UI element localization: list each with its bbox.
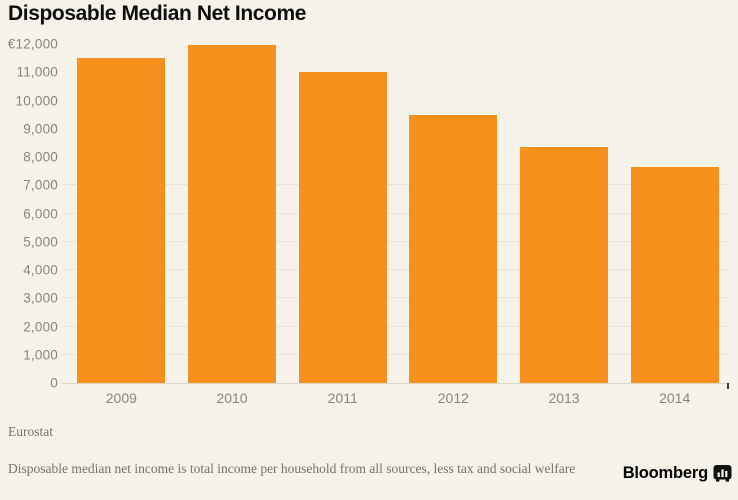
x-tick-label: 2012: [437, 390, 469, 406]
x-tick-label: 2009: [105, 390, 137, 406]
source-label: Eurostat: [8, 424, 53, 439]
y-tick-label: 0: [50, 375, 58, 391]
gridlines-layer: [62, 44, 730, 383]
gridline: [62, 353, 730, 355]
y-tick-label: 4,000: [23, 262, 58, 278]
bar-2009: [77, 58, 166, 383]
bloomberg-logo: Bloomberg: [623, 464, 732, 483]
y-tick-label: 5,000: [23, 234, 58, 250]
y-tick-label: 2,000: [23, 319, 58, 334]
axis-end-tick: [727, 383, 729, 389]
bar-2014: [630, 166, 719, 383]
bars-layer: [66, 44, 730, 383]
bar-slot: [177, 44, 288, 383]
bar-2011: [298, 72, 387, 383]
gridline: [62, 269, 730, 270]
y-tick-label: 7,000: [23, 177, 58, 193]
gridline: [62, 297, 730, 299]
x-axis-labels: 2009 2010 2011 2012 2013 2014: [66, 390, 730, 406]
bar-2010: [188, 45, 276, 383]
y-tick-label: 11,000: [16, 64, 58, 80]
bar-slot: [398, 44, 509, 383]
chart-title: Disposable Median Net Income: [8, 2, 307, 25]
y-tick-label: 1,000: [23, 347, 58, 363]
gridline: [62, 325, 730, 327]
x-tick-label: 2010: [216, 390, 248, 406]
y-tick-label: 6,000: [23, 206, 58, 221]
x-axis-line: [62, 383, 730, 384]
footnote: Disposable median net income is total in…: [8, 461, 576, 476]
bar-2013: [520, 147, 609, 383]
gridline: [62, 212, 730, 214]
y-tick-label: €12,000: [7, 36, 58, 52]
bar-2012: [409, 114, 498, 383]
bar-slot: [509, 44, 620, 383]
gridline: [62, 240, 730, 242]
x-tick-label: 2014: [659, 390, 691, 406]
y-axis-labels: €12,000 11,000 10,000 9,000 8,000 7,000 6,000 5…: [0, 37, 58, 391]
bloomberg-terminal-icon: [713, 465, 732, 482]
x-tick-label: 2013: [548, 390, 580, 406]
plot-area: [62, 44, 730, 383]
y-tick-label: 9,000: [23, 121, 58, 137]
x-tick-label: 2011: [327, 390, 358, 406]
gridline: [62, 184, 730, 186]
y-tick-label: 8,000: [23, 149, 58, 165]
bloomberg-wordmark: Bloomberg: [622, 464, 708, 482]
bar-slot: [619, 44, 730, 383]
y-tick-label: 3,000: [23, 290, 58, 306]
y-tick-label: 10,000: [15, 93, 58, 108]
bar-slot: [287, 44, 398, 383]
bar-slot: [66, 44, 177, 383]
